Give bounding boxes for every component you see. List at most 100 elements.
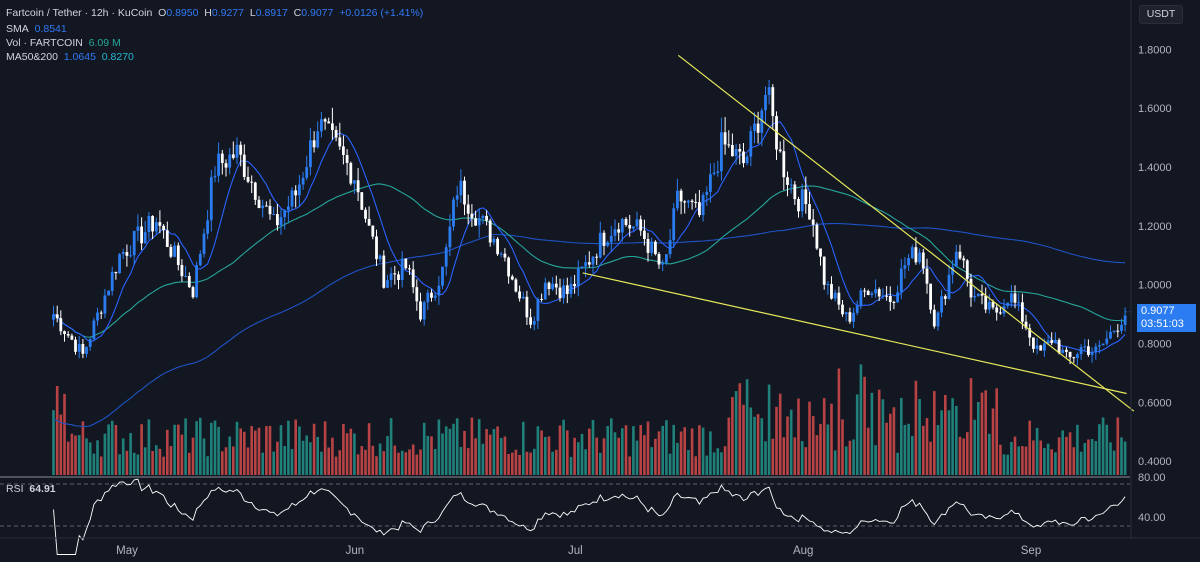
volume-bar — [657, 431, 661, 475]
volume-bar — [1002, 454, 1006, 475]
volume-bar — [980, 392, 984, 475]
candle-body — [837, 292, 841, 305]
volume-bar — [624, 425, 628, 475]
volume-bar — [815, 435, 819, 475]
candle-body — [400, 258, 404, 280]
volume-bar — [911, 435, 914, 475]
volume-bar — [988, 433, 991, 475]
volume-bar — [632, 426, 635, 475]
volume-bar — [254, 430, 257, 475]
volume-bar — [136, 454, 140, 475]
volume-bar — [400, 450, 404, 475]
candle-body — [870, 293, 874, 295]
candle-body — [103, 295, 107, 314]
candle-body — [202, 233, 206, 254]
candle-body — [547, 282, 551, 289]
close-label: C — [293, 7, 302, 19]
volume-bar — [455, 418, 459, 475]
volume-bar — [830, 403, 833, 475]
candle-body — [536, 298, 540, 321]
volume-bar — [716, 448, 720, 475]
candle-body — [228, 154, 232, 168]
volume-bar — [92, 453, 96, 475]
volume-bar — [936, 425, 940, 475]
open-value: 0.8950 — [166, 7, 199, 19]
price-tick-label: 1.2000 — [1138, 221, 1172, 233]
candle-body — [877, 289, 881, 297]
candle-body — [415, 287, 419, 302]
volume-bar — [947, 410, 951, 475]
volume-bar — [944, 395, 947, 475]
volume-bar — [889, 413, 892, 475]
volume-bar — [720, 452, 723, 475]
volume-bar — [210, 422, 213, 475]
volume-bar — [1068, 432, 1072, 475]
quote-currency-badge[interactable]: USDT — [1139, 5, 1183, 24]
last-price: 0.9077 — [1141, 305, 1175, 317]
volume-bar — [1065, 436, 1068, 475]
candle-body — [386, 280, 389, 288]
volume-bar — [870, 392, 874, 475]
candle-body — [356, 180, 360, 193]
candle-body — [852, 312, 855, 322]
candle-body — [962, 258, 966, 261]
candle-body — [991, 301, 995, 308]
candle-body — [323, 119, 327, 122]
candle-body — [466, 204, 470, 214]
sma-legend[interactable]: SMA 0.8541 — [6, 22, 67, 36]
volume-bar — [852, 439, 855, 475]
change-value: +0.0126 (+1.41%) — [339, 7, 424, 19]
candle-body — [918, 252, 921, 263]
ma-legend[interactable]: MA50&200 1.0645 0.8270 — [6, 50, 134, 64]
trendline-support — [582, 272, 1127, 395]
candle-body — [1017, 302, 1021, 304]
candle-body — [749, 131, 753, 157]
rsi-legend[interactable]: RSI 64.91 — [6, 483, 56, 495]
candle-body — [1061, 349, 1065, 354]
volume-bar — [837, 368, 841, 475]
candle-body — [367, 218, 371, 226]
symbol-title[interactable]: Fartcoin / Tether · 12h · KuCoin — [6, 7, 153, 19]
volume-bar — [349, 428, 353, 475]
candle-body — [797, 199, 800, 212]
candle-body — [720, 132, 723, 172]
candle-body — [896, 292, 899, 303]
candle-body — [121, 252, 125, 255]
volume-bar — [228, 436, 231, 475]
volume-bar — [188, 452, 191, 475]
volume-bar — [654, 438, 657, 475]
volume-bar — [778, 393, 782, 475]
candle-body — [668, 240, 672, 255]
volume-bar — [514, 449, 518, 475]
volume-bar — [88, 442, 92, 475]
candle-body — [907, 258, 910, 266]
volume-bar — [419, 449, 422, 475]
volume-bar — [1105, 424, 1109, 475]
volume-bar — [496, 426, 499, 475]
candle-body — [136, 226, 140, 231]
candle-body — [298, 184, 301, 196]
volume-bar — [999, 444, 1002, 475]
volume-bar — [760, 418, 764, 475]
candle-body — [709, 174, 712, 192]
candle-body — [371, 225, 375, 237]
volume-bar — [712, 452, 716, 475]
volume-bar — [749, 407, 753, 475]
volume-bar — [268, 425, 272, 475]
candle-body — [576, 267, 580, 287]
low-value: 0.8917 — [255, 7, 288, 19]
volume-bar — [881, 399, 885, 475]
candle-body — [558, 287, 562, 299]
candle-body — [364, 209, 367, 219]
price-tick-label: 0.6000 — [1138, 397, 1172, 409]
candle-body — [389, 273, 393, 280]
candle-body — [463, 180, 466, 205]
volume-bar — [103, 433, 107, 475]
time-tick-label: Jul — [568, 545, 583, 557]
volume-legend[interactable]: Vol · FARTCOIN 6.09 M — [6, 36, 121, 50]
candle-body — [987, 301, 991, 310]
volume-bar — [573, 437, 576, 475]
price-tick-label: 0.8000 — [1138, 339, 1172, 351]
candle-body — [224, 163, 228, 168]
